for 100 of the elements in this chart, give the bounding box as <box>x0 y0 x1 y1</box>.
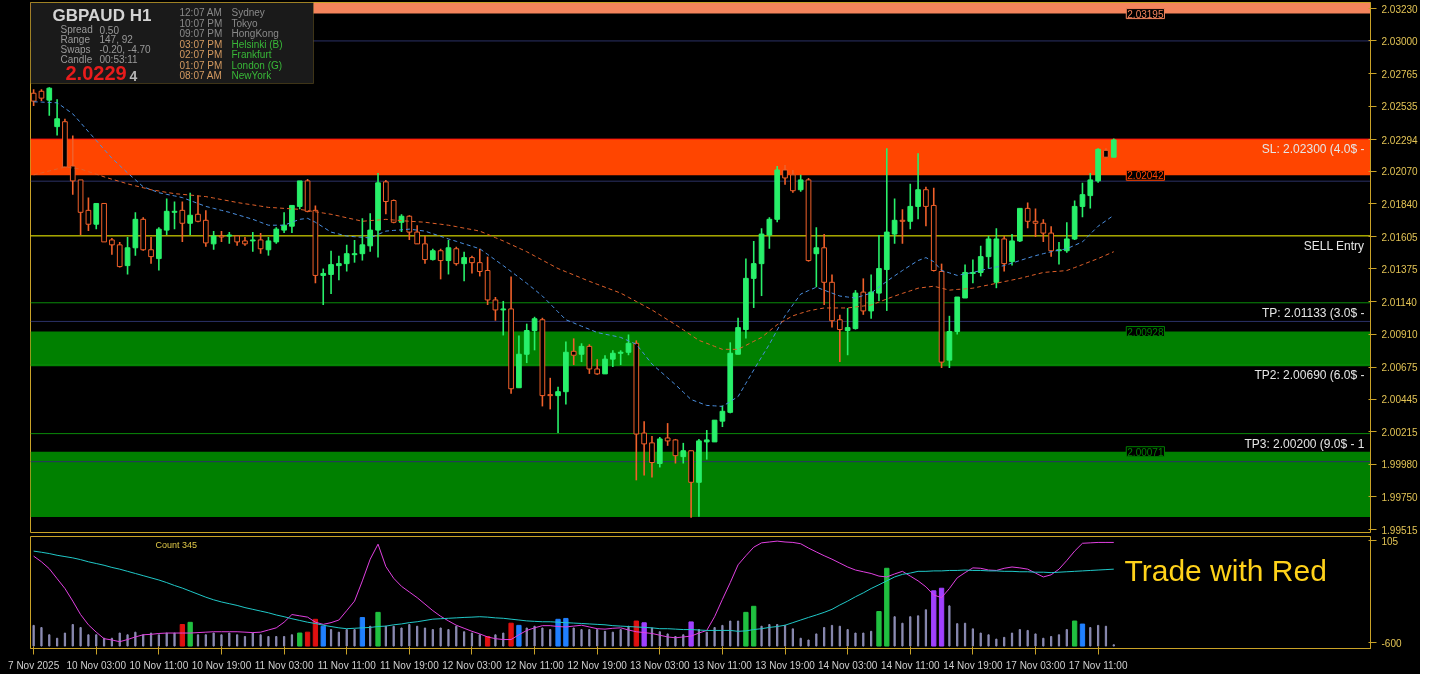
y-tick-label: 2.01140 <box>1381 296 1418 308</box>
candlestick <box>171 200 178 230</box>
candlestick <box>328 249 334 295</box>
candlestick <box>383 179 389 216</box>
candlestick <box>836 314 843 363</box>
y-tick-label: 2.00910 <box>1381 329 1419 341</box>
candlestick <box>336 254 342 282</box>
x-tick-label: 10 Nov 11:00 <box>129 659 189 671</box>
x-tick-label: 14 Nov 11:00 <box>880 659 941 671</box>
annotation: 03:07 PM <box>179 38 223 50</box>
y-tick-label: 2.02294 <box>1381 134 1419 146</box>
candlestick <box>578 342 585 363</box>
band-label: 2.02042 <box>1127 170 1164 182</box>
candlestick <box>1040 218 1047 243</box>
candlestick <box>782 164 788 186</box>
candlestick <box>148 236 154 265</box>
x-tick-label: 11 Nov 03:00 <box>254 659 314 671</box>
annotation: HongKong <box>231 28 279 39</box>
candlestick <box>461 250 467 283</box>
annotation: Frankfurt <box>231 49 272 60</box>
annotation: Sydney <box>231 7 265 18</box>
y-tick-label: 2.02535 <box>1381 101 1419 113</box>
x-tick-label: 11 Nov 19:00 <box>379 659 440 671</box>
candlestick <box>69 134 76 196</box>
annotation: 147, 92 <box>99 34 134 45</box>
candlestick <box>1032 207 1039 238</box>
candlestick <box>860 277 867 316</box>
candlestick <box>46 86 53 117</box>
annotation: 09:07 PM <box>179 28 223 39</box>
annotation: 01:07 PM <box>179 59 223 71</box>
y-tick-label: 2.00675 <box>1381 362 1419 374</box>
candlestick <box>210 230 217 251</box>
candlestick <box>320 267 327 306</box>
candlestick <box>1048 225 1054 258</box>
candlestick <box>750 240 757 309</box>
x-tick-label: 10 Nov 03:00 <box>66 659 127 671</box>
y-tick-label: 2.01605 <box>1381 231 1419 243</box>
candlestick <box>923 185 929 227</box>
candlestick <box>195 194 201 224</box>
candlestick <box>163 197 170 236</box>
y-tick-label: 1.99515 <box>1381 524 1419 536</box>
candlestick <box>281 211 287 234</box>
text: Trade with Red <box>1124 554 1327 587</box>
candlestick <box>555 385 561 434</box>
x-tick-label: 12 Nov 03:00 <box>442 659 503 671</box>
annotation: 0.50 <box>99 24 120 36</box>
candlestick <box>641 420 647 477</box>
band-label: 2.03195 <box>1127 8 1164 20</box>
line-series <box>33 166 1115 350</box>
annotation: -0.20, -4.70 <box>99 44 152 55</box>
candlestick <box>899 208 906 245</box>
annotation: 12:07 AM <box>179 7 222 18</box>
candlestick <box>1009 233 1015 267</box>
chart-title: GBPAUD H1 <box>52 6 152 25</box>
candlestick <box>703 429 710 461</box>
annotation: 00:53:11 <box>99 54 139 65</box>
x-tick-label: 12 Nov 11:00 <box>505 659 565 671</box>
candlestick <box>1024 201 1031 229</box>
candlestick <box>116 241 123 269</box>
ref-line-label: TP2: 2.00690 (6.0$ - <box>1254 367 1365 382</box>
y-tick-label: 2.00445 <box>1381 394 1419 406</box>
candlestick <box>625 333 632 357</box>
y-tick-label: 2.02070 <box>1381 166 1419 178</box>
annotation: London (G) <box>231 59 283 71</box>
candlestick <box>445 239 452 276</box>
candlestick <box>790 169 796 194</box>
band-label: 2.00071 <box>1127 446 1164 458</box>
y-tick-label: 2.03000 <box>1381 35 1419 47</box>
annotation: Swaps <box>60 44 91 55</box>
candlestick <box>680 442 687 465</box>
candlestick <box>1063 221 1070 254</box>
annotation: Count 345 <box>155 539 198 550</box>
line-series <box>33 550 1115 632</box>
y-tick-label: 2.01840 <box>1381 198 1419 210</box>
y-tick-label: 1.99750 <box>1381 491 1419 503</box>
candlestick <box>257 232 264 255</box>
y-tick-label: 1.99980 <box>1381 459 1419 471</box>
annotation: 02:07 PM <box>179 49 223 60</box>
candlestick <box>649 435 655 479</box>
candlestick <box>602 354 608 375</box>
candlestick <box>523 322 530 364</box>
line-series <box>33 540 1115 643</box>
y-tick-label: 2.01375 <box>1381 263 1419 275</box>
candlestick <box>265 236 272 257</box>
candlestick <box>586 343 593 375</box>
annotation: 10:07 PM <box>179 17 223 29</box>
candlestick <box>437 247 444 281</box>
y-tick-label: -600 <box>1381 637 1402 649</box>
candlestick <box>93 202 100 230</box>
candlestick <box>1079 182 1086 219</box>
candlestick <box>531 316 538 352</box>
candlestick <box>476 247 483 278</box>
candlestick <box>289 204 295 234</box>
x-tick-label: 10 Nov 19:00 <box>191 659 252 671</box>
y-tick-label: 105 <box>1381 535 1399 547</box>
candlestick <box>202 209 209 248</box>
x-tick-label: 13 Nov 03:00 <box>630 659 690 671</box>
candlestick <box>500 300 507 337</box>
candlestick <box>343 244 350 273</box>
ref-line-label: SL: 2.02300 (4.0$ - <box>1261 142 1365 157</box>
